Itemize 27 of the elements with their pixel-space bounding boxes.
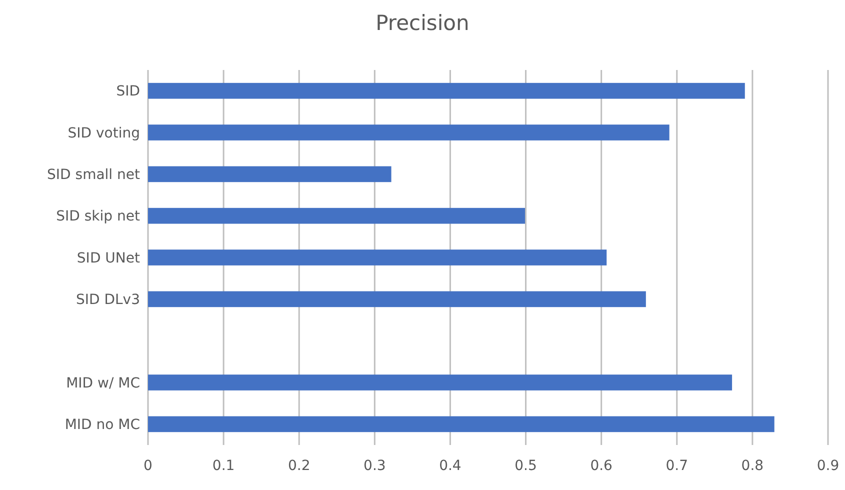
chart-title: Precision	[376, 11, 470, 35]
y-tick-label: MID w/ MC	[66, 375, 140, 392]
y-tick-label: SID small net	[47, 167, 141, 184]
y-tick-label: SID voting	[68, 125, 140, 142]
x-tick-label: 0	[144, 458, 152, 474]
bar	[148, 250, 607, 266]
bar	[148, 374, 732, 390]
bar	[148, 82, 745, 99]
x-tick-label: 0.3	[364, 458, 386, 474]
x-tick-label: 0.6	[590, 458, 613, 474]
x-tick-label: 0.1	[212, 458, 235, 474]
bar	[148, 416, 774, 432]
y-tick-label: SID	[116, 84, 140, 100]
x-tick-label: 0.5	[514, 458, 537, 474]
bar	[148, 166, 392, 182]
y-tick-label: SID skip net	[56, 208, 140, 225]
bar	[148, 291, 646, 308]
x-tick-label: 0.8	[741, 458, 764, 474]
y-tick-label: MID no MC	[64, 417, 140, 434]
x-tick-label: 0.9	[816, 458, 840, 474]
x-tick-label: 0.2	[288, 458, 310, 474]
x-tick-label: 0.4	[439, 458, 462, 474]
y-tick-label: SID DLv3	[76, 292, 140, 308]
x-tick-label: 0.7	[666, 458, 688, 474]
y-tick-label: SID UNet	[76, 250, 140, 266]
bar	[148, 124, 670, 140]
bar	[148, 208, 526, 224]
